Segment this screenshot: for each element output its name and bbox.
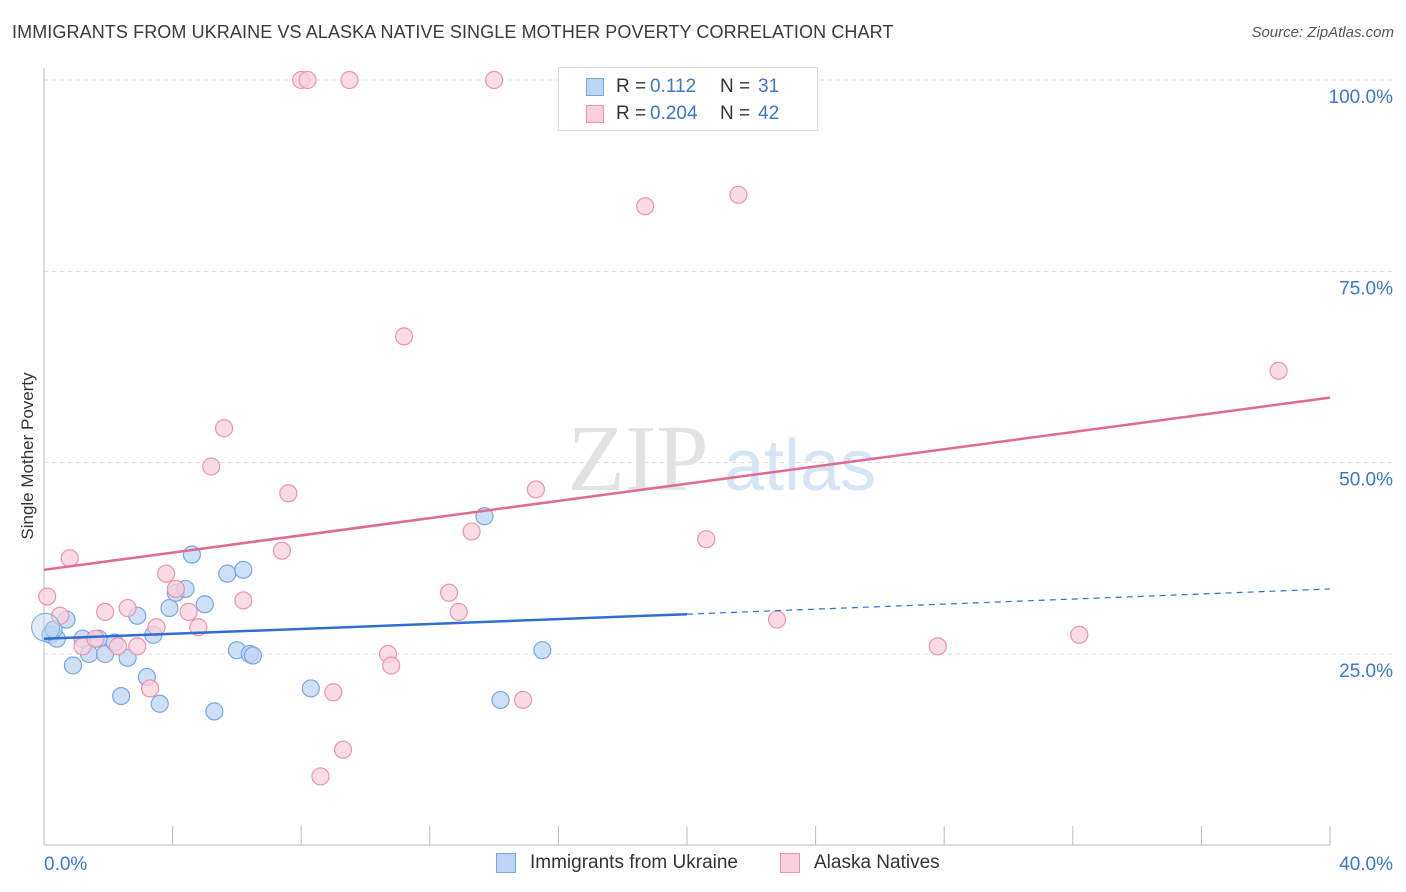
legend-swatch-alaska bbox=[780, 853, 800, 873]
legend-n-label: N = bbox=[720, 76, 751, 97]
legend-n-label: N = bbox=[720, 103, 751, 124]
legend-r-value: 0.112 bbox=[650, 76, 697, 97]
legend-swatch-alaska bbox=[586, 105, 604, 123]
point-alaska bbox=[767, 610, 787, 629]
legend-r-value: 0.204 bbox=[650, 103, 698, 124]
point-ukraine bbox=[491, 690, 510, 710]
watermark: ZIP atlas bbox=[568, 407, 877, 511]
point-ukraine bbox=[301, 679, 320, 698]
point-alaska bbox=[311, 767, 330, 786]
x-tick-label: 0.0% bbox=[44, 854, 87, 875]
stats-legend: R = 0.112 N = 31 R = 0.204 N = 42 bbox=[558, 67, 818, 131]
chart-title: IMMIGRANTS FROM UKRAINE VS ALASKA NATIVE… bbox=[12, 22, 894, 42]
point-alaska bbox=[636, 197, 655, 216]
y-tick-label: 75.0% bbox=[1339, 278, 1393, 299]
point-alaska bbox=[214, 419, 234, 438]
y-tick-label: 100.0% bbox=[1329, 87, 1394, 108]
point-ukraine bbox=[31, 612, 61, 642]
point-alaska bbox=[1269, 361, 1288, 380]
point-alaska bbox=[333, 740, 353, 759]
point-alaska bbox=[382, 656, 401, 675]
point-alaska bbox=[272, 541, 292, 560]
point-alaska bbox=[462, 522, 481, 541]
legend-label-alaska: Alaska Natives bbox=[814, 852, 940, 873]
point-alaska bbox=[1070, 625, 1089, 644]
point-alaska bbox=[526, 480, 545, 499]
point-alaska bbox=[439, 583, 459, 602]
point-alaska bbox=[118, 598, 137, 618]
point-alaska bbox=[86, 629, 105, 648]
legend-row-alaska: R = 0.204 N = 42 bbox=[559, 100, 779, 128]
data-points bbox=[31, 70, 1288, 786]
source-label: Source: ZipAtlas.com bbox=[1251, 24, 1394, 41]
point-alaska bbox=[729, 185, 748, 204]
trend-line-alaska bbox=[43, 396, 1331, 572]
point-alaska bbox=[928, 637, 947, 656]
tick-labels: 25.0% 50.0% 75.0% 100.0% 0.0% 40.0% bbox=[44, 87, 1393, 875]
point-alaska bbox=[234, 591, 253, 610]
point-alaska bbox=[449, 602, 468, 622]
point-alaska bbox=[298, 70, 317, 90]
point-alaska bbox=[60, 549, 79, 568]
point-alaska bbox=[324, 683, 343, 702]
legend-label-ukraine: Immigrants from Ukraine bbox=[530, 852, 738, 873]
point-alaska bbox=[513, 690, 533, 710]
legend-r-label: R = bbox=[616, 103, 647, 124]
point-alaska bbox=[128, 637, 147, 656]
point-alaska bbox=[202, 457, 221, 476]
point-alaska bbox=[50, 606, 70, 625]
y-axis-title: Single Mother Poverty bbox=[18, 372, 37, 540]
point-ukraine bbox=[533, 641, 552, 660]
trend-lines bbox=[43, 396, 1331, 640]
legend-n-value: 42 bbox=[758, 103, 780, 124]
legend-swatch-ukraine bbox=[586, 78, 604, 96]
point-alaska bbox=[485, 70, 504, 90]
point-ukraine bbox=[195, 595, 214, 614]
axes bbox=[43, 68, 1331, 846]
point-alaska bbox=[179, 602, 198, 622]
legend-r-label: R = bbox=[616, 76, 647, 97]
point-alaska bbox=[279, 484, 298, 503]
trend-line-ukraine-projection bbox=[686, 588, 1331, 615]
watermark-zip: ZIP bbox=[568, 407, 709, 511]
point-ukraine bbox=[218, 564, 237, 583]
point-alaska bbox=[140, 679, 160, 698]
point-ukraine bbox=[63, 656, 83, 675]
point-alaska bbox=[394, 327, 414, 346]
series-legend: Immigrants from Ukraine Alaska Natives bbox=[0, 852, 1406, 878]
point-ukraine bbox=[234, 560, 253, 579]
point-alaska bbox=[95, 602, 115, 622]
point-ukraine bbox=[112, 686, 131, 706]
legend-n-value: 31 bbox=[758, 76, 780, 97]
point-alaska bbox=[38, 587, 57, 606]
point-alaska bbox=[166, 579, 185, 599]
legend-item-alaska[interactable]: Alaska Natives bbox=[780, 852, 940, 874]
point-alaska bbox=[157, 564, 176, 583]
watermark-atlas: atlas bbox=[724, 426, 876, 506]
point-alaska bbox=[697, 530, 716, 549]
x-tick-label: 40.0% bbox=[1339, 854, 1393, 875]
point-alaska bbox=[108, 637, 128, 656]
point-alaska bbox=[147, 618, 166, 637]
y-tick-label: 25.0% bbox=[1339, 661, 1393, 682]
point-ukraine bbox=[205, 702, 224, 721]
legend-swatch-ukraine bbox=[496, 853, 516, 873]
point-ukraine bbox=[150, 694, 169, 713]
point-ukraine bbox=[243, 646, 263, 665]
y-tick-label: 50.0% bbox=[1339, 470, 1393, 491]
trend-line-ukraine bbox=[43, 612, 688, 640]
legend-item-ukraine[interactable]: Immigrants from Ukraine bbox=[496, 852, 738, 874]
point-alaska bbox=[340, 70, 359, 90]
legend-row-ukraine: R = 0.112 N = 31 bbox=[559, 73, 779, 101]
point-ukraine bbox=[160, 598, 179, 618]
